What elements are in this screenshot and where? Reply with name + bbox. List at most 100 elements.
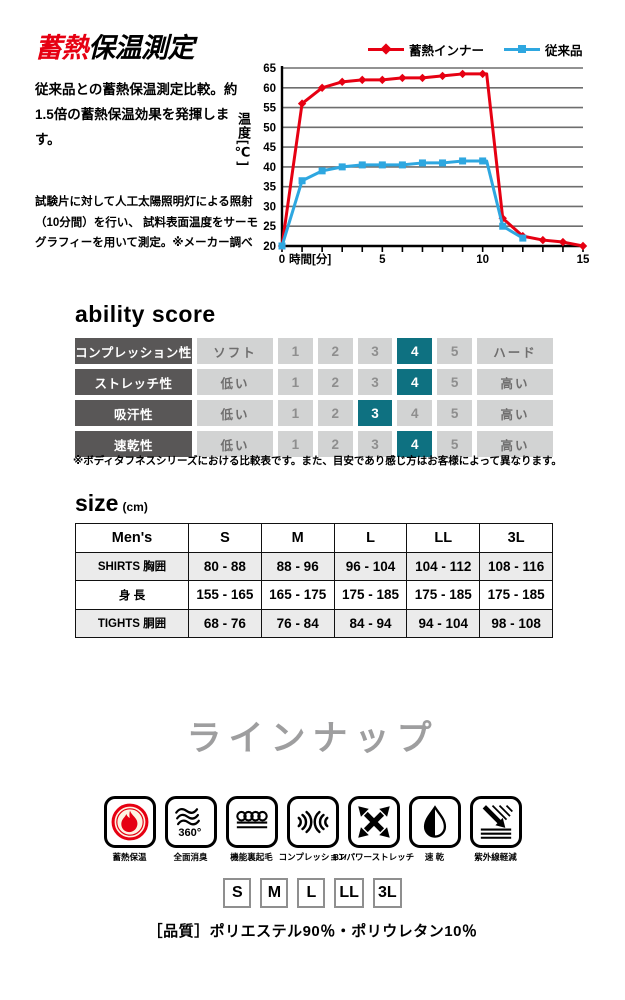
feature-label: 紫外線軽減 bbox=[474, 852, 517, 862]
size-button-3l[interactable]: 3L bbox=[372, 878, 402, 908]
ability-score-cell: 4 bbox=[397, 400, 433, 426]
note-line-2: 試料表面温度をサーモグラフィーを用いて測定。※メーカー調べ bbox=[35, 216, 258, 250]
feature-heat-retention: 蓄熱保温 bbox=[103, 796, 157, 863]
size-cell: 88 - 96 bbox=[260, 551, 335, 581]
svg-text:10: 10 bbox=[476, 254, 489, 266]
size-cell: 80 - 88 bbox=[188, 551, 262, 581]
size-cell: 76 - 84 bbox=[260, 608, 335, 638]
size-row-tights: TIGHTS 胴囲 68 - 76 76 - 84 84 - 94 94 - 1… bbox=[75, 608, 553, 638]
compression-icon bbox=[286, 796, 339, 848]
size-cell: 68 - 76 bbox=[188, 608, 262, 638]
size-title: size (cm) bbox=[75, 490, 148, 517]
feature-quick-dry: 速 乾 bbox=[408, 796, 462, 863]
svg-text:25: 25 bbox=[263, 221, 276, 233]
legend-item-conventional: 従来品 bbox=[504, 40, 583, 59]
square-marker-icon bbox=[518, 45, 527, 53]
ability-score-cell: 4 bbox=[397, 369, 433, 395]
ability-score-cell: 2 bbox=[317, 400, 353, 426]
size-col-header: S bbox=[188, 523, 262, 553]
ability-low-label: 低い bbox=[197, 431, 273, 457]
ability-score-cell: 1 bbox=[278, 431, 313, 457]
ability-score-table: コンプレッション性 ソフト 1 2 3 4 5 ハード ストレッチ性 低い 1 … bbox=[75, 338, 553, 457]
feature-label: 機能裏起毛 bbox=[230, 852, 273, 862]
size-cell: 165 - 175 bbox=[260, 580, 335, 610]
heat-retention-icon bbox=[103, 796, 156, 848]
size-col-header: Men's bbox=[75, 523, 189, 553]
size-button-ll[interactable]: LL bbox=[334, 878, 364, 908]
brushed-lining-icon bbox=[225, 796, 278, 848]
size-col-header: 3L bbox=[479, 523, 553, 553]
deodorant-360-text: 360° bbox=[178, 827, 201, 839]
feature-brushed-lining: 機能裏起毛 bbox=[225, 796, 279, 863]
measurement-method-note: 試験片に対して人工太陽照明灯による照射（10分間）を行い、 試料表面温度をサーモ… bbox=[35, 192, 267, 254]
size-button-m[interactable]: M bbox=[260, 878, 289, 908]
feature-deodorant-360: 360° 全面消臭 bbox=[164, 796, 218, 863]
feature-label: 蓄熱保温 bbox=[112, 852, 147, 862]
ability-score-title: ability score bbox=[75, 301, 216, 327]
measurement-description: 従来品との蓄熱保温測定比較。約1.5倍の蓄熱保温効果を発揮します。 bbox=[35, 82, 238, 147]
lineup-title: ラインナップ bbox=[186, 719, 439, 758]
feature-label: 速 乾 bbox=[424, 852, 445, 862]
uv-cut-icon bbox=[469, 796, 522, 848]
ability-score-cell: 3 bbox=[357, 400, 393, 426]
svg-text:5: 5 bbox=[379, 254, 386, 266]
svg-text:50: 50 bbox=[263, 122, 276, 134]
feature-icon-row: 蓄熱保温 360° 全面消臭 bbox=[0, 796, 625, 863]
size-col-header: LL bbox=[406, 523, 481, 553]
ability-score-cell: 3 bbox=[357, 431, 393, 457]
size-cell: 155 - 165 bbox=[188, 580, 262, 610]
feature-uv-cut: 紫外線軽減 bbox=[469, 796, 523, 863]
size-button-s[interactable]: S bbox=[223, 878, 252, 908]
ability-row-label: ストレッチ性 bbox=[75, 369, 192, 395]
ability-score-cell: 2 bbox=[317, 369, 353, 395]
size-cell: 175 - 185 bbox=[406, 580, 481, 610]
svg-text:時間[分]: 時間[分] bbox=[289, 252, 331, 266]
size-row-shirts: SHIRTS 胸囲 80 - 88 88 - 96 96 - 104 104 -… bbox=[75, 551, 553, 581]
quick-dry-icon bbox=[408, 796, 461, 848]
ability-row-label: 速乾性 bbox=[75, 431, 192, 457]
legend-item-heat-inner: 蓄熱インナー bbox=[368, 40, 484, 59]
measurement-title-rest: 保温測定 bbox=[88, 33, 195, 63]
size-table: Men's S M L LL 3L SHIRTS 胸囲 80 - 88 88 -… bbox=[75, 523, 553, 638]
size-cell: 96 - 104 bbox=[333, 551, 408, 581]
ability-score-cell: 2 bbox=[317, 431, 353, 457]
ability-footnote: ※ボディタフネスシリーズにおける比較表です。また、目安であり感じ方はお客様によっ… bbox=[73, 455, 562, 467]
svg-text:0: 0 bbox=[279, 254, 285, 266]
size-row-height: 身 長 155 - 165 165 - 175 175 - 185 175 - … bbox=[75, 580, 553, 610]
svg-text:15: 15 bbox=[577, 254, 590, 266]
ability-low-label: 低い bbox=[197, 400, 273, 426]
deodorant-360-icon: 360° bbox=[164, 796, 217, 848]
feature-compression: コンプレッション bbox=[279, 796, 346, 863]
size-title-text: size bbox=[75, 490, 119, 516]
svg-text:20: 20 bbox=[263, 241, 276, 253]
ability-score-cell: 4 bbox=[397, 431, 433, 457]
ability-row-label: 吸汗性 bbox=[75, 400, 192, 426]
size-cell: 84 - 94 bbox=[333, 608, 408, 638]
svg-text:65: 65 bbox=[263, 63, 276, 75]
size-cell: 94 - 104 bbox=[406, 608, 481, 638]
measurement-title-accent: 蓄熱 bbox=[35, 33, 89, 63]
size-cell: 104 - 112 bbox=[406, 551, 481, 581]
ability-score-cell: 3 bbox=[357, 369, 393, 395]
ability-score-cell: 4 bbox=[397, 338, 433, 364]
legend-line-blue bbox=[504, 45, 541, 53]
ability-low-label: ソフト bbox=[197, 338, 273, 364]
chart-legend: 蓄熱インナー 従来品 bbox=[368, 40, 613, 59]
ability-row-sweat: 吸汗性 低い 1 2 3 4 5 高い bbox=[75, 400, 553, 426]
diamond-marker-icon bbox=[380, 42, 392, 55]
ability-score-cell: 1 bbox=[278, 369, 313, 395]
legend-label: 従来品 bbox=[545, 44, 583, 58]
ability-low-label: 低い bbox=[197, 369, 273, 395]
size-button-l[interactable]: L bbox=[297, 878, 326, 908]
svg-text:60: 60 bbox=[263, 83, 276, 95]
size-cell: 175 - 185 bbox=[333, 580, 408, 610]
temperature-line-chart: 20 25 30 35 40 45 50 55 60 65 0 5 10 15 時間[分] bbox=[263, 63, 590, 266]
ability-high-label: 高い bbox=[476, 369, 553, 395]
legend-line-red bbox=[368, 42, 404, 55]
note-line-1: 試験片に対して人工太陽照明灯による照射（10分間）を行い、 bbox=[35, 196, 253, 229]
size-row-label: TIGHTS 胴囲 bbox=[75, 608, 189, 638]
ability-row-stretch: ストレッチ性 低い 1 2 3 4 5 高い bbox=[75, 369, 553, 395]
size-col-header: L bbox=[333, 523, 408, 553]
ability-score-cell: 5 bbox=[437, 338, 472, 364]
size-cell: 108 - 116 bbox=[479, 551, 553, 581]
